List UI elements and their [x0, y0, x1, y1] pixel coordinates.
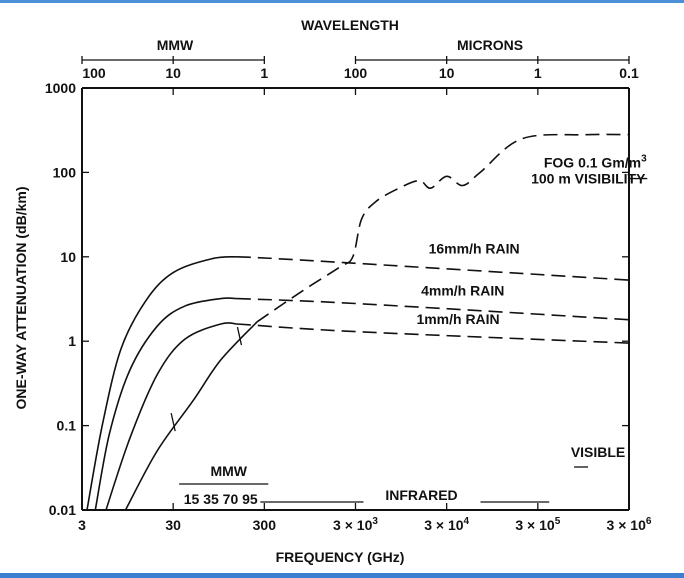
top-axis-segment-microns: MICRONS — [457, 37, 523, 53]
x-tick-label: 3 × 106 — [607, 516, 652, 533]
fog-curve-marker — [236, 326, 243, 346]
series-1-solid-line — [94, 297, 237, 511]
band-group: MMW 15 35 70 95 INFRARED VISIBLE — [179, 444, 625, 507]
tick-group: 100 10 1 100 10 1 0.1 3 30 300 3 × 103 3 × 104 3 × 1… — [45, 56, 652, 533]
annotation-fog: FOG 0.1 Gm/m3 — [544, 154, 647, 171]
series-1-dashed-line — [236, 297, 630, 321]
annotation-rain-2: 1mm/h RAIN — [416, 311, 499, 327]
y-tick-label: 100 — [53, 164, 77, 180]
series-3-dashed-line — [256, 133, 630, 323]
top-tick-label: 1 — [534, 65, 542, 81]
fog-curve-marker — [170, 412, 176, 432]
series-2-solid-line — [105, 322, 237, 511]
y-tick-label: 0.1 — [57, 418, 77, 434]
series-group — [86, 133, 630, 511]
series-2-dashed-line — [236, 323, 630, 344]
x-tick-label: 30 — [165, 517, 181, 533]
top-tick-label: 0.1 — [619, 65, 639, 81]
series-3-solid-line — [124, 321, 258, 511]
top-axis-segment-mmw: MMW — [157, 37, 194, 53]
y-axis-title: ONE-WAY ATTENUATION (dB/km) — [13, 187, 29, 410]
top-axis-title: WAVELENGTH — [301, 17, 399, 33]
band-label-visible: VISIBLE — [571, 444, 625, 460]
x-tick-label: 3 × 104 — [424, 516, 469, 533]
top-tick-label: 100 — [82, 65, 106, 81]
annotation-rain-1: 4mm/h RAIN — [421, 282, 504, 298]
y-tick-label: 1000 — [45, 80, 76, 96]
y-tick-label: 10 — [60, 249, 76, 265]
series-0-dashed-line — [236, 256, 630, 281]
annotation-fog-visibility: 100 m VISIBILITY — [531, 171, 646, 187]
x-tick-label: 3 × 105 — [515, 516, 560, 533]
top-tick-label: 1 — [260, 65, 268, 81]
band-label-mmw: MMW — [210, 463, 247, 479]
series-0-solid-line — [86, 256, 237, 511]
y-tick-label: 1 — [68, 333, 76, 349]
x-tick-label: 3 — [78, 517, 86, 533]
x-tick-label: 3 × 103 — [333, 516, 378, 533]
top-tick-label: 10 — [165, 65, 181, 81]
band-label-infrared: INFRARED — [385, 487, 457, 503]
x-axis-title: FREQUENCY (GHz) — [276, 549, 405, 565]
top-tick-label: 10 — [439, 65, 455, 81]
band-frequencies-mmw: 15 35 70 95 — [184, 491, 258, 507]
top-tick-label: 100 — [344, 65, 368, 81]
y-tick-label: 0.01 — [49, 502, 76, 518]
x-tick-label: 300 — [253, 517, 277, 533]
annotation-rain-0: 16mm/h RAIN — [429, 240, 520, 256]
axes-group — [81, 59, 630, 511]
